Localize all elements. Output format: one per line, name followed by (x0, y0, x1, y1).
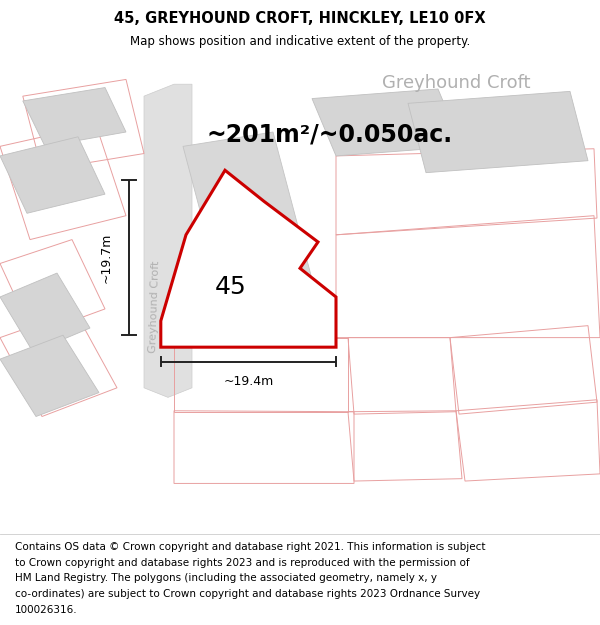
Text: ~19.7m: ~19.7m (100, 232, 113, 282)
Polygon shape (0, 137, 105, 213)
Text: to Crown copyright and database rights 2023 and is reproduced with the permissio: to Crown copyright and database rights 2… (15, 558, 470, 568)
Polygon shape (144, 84, 192, 398)
Polygon shape (0, 335, 99, 416)
Polygon shape (183, 132, 318, 316)
Polygon shape (23, 88, 126, 146)
Text: co-ordinates) are subject to Crown copyright and database rights 2023 Ordnance S: co-ordinates) are subject to Crown copyr… (15, 589, 480, 599)
Text: HM Land Registry. The polygons (including the associated geometry, namely x, y: HM Land Registry. The polygons (includin… (15, 574, 437, 584)
Text: Greyhound Croft: Greyhound Croft (148, 260, 161, 352)
Polygon shape (161, 170, 336, 347)
Text: Map shows position and indicative extent of the property.: Map shows position and indicative extent… (130, 34, 470, 48)
Text: Greyhound Croft: Greyhound Croft (382, 74, 530, 92)
Text: ~201m²/~0.050ac.: ~201m²/~0.050ac. (207, 122, 453, 146)
Text: 45: 45 (215, 276, 247, 299)
Text: ~19.4m: ~19.4m (223, 375, 274, 388)
Text: 45, GREYHOUND CROFT, HINCKLEY, LE10 0FX: 45, GREYHOUND CROFT, HINCKLEY, LE10 0FX (114, 11, 486, 26)
Text: 100026316.: 100026316. (15, 605, 77, 615)
Polygon shape (0, 273, 90, 352)
Text: Contains OS data © Crown copyright and database right 2021. This information is : Contains OS data © Crown copyright and d… (15, 541, 485, 551)
Polygon shape (408, 91, 588, 172)
Polygon shape (312, 89, 462, 156)
